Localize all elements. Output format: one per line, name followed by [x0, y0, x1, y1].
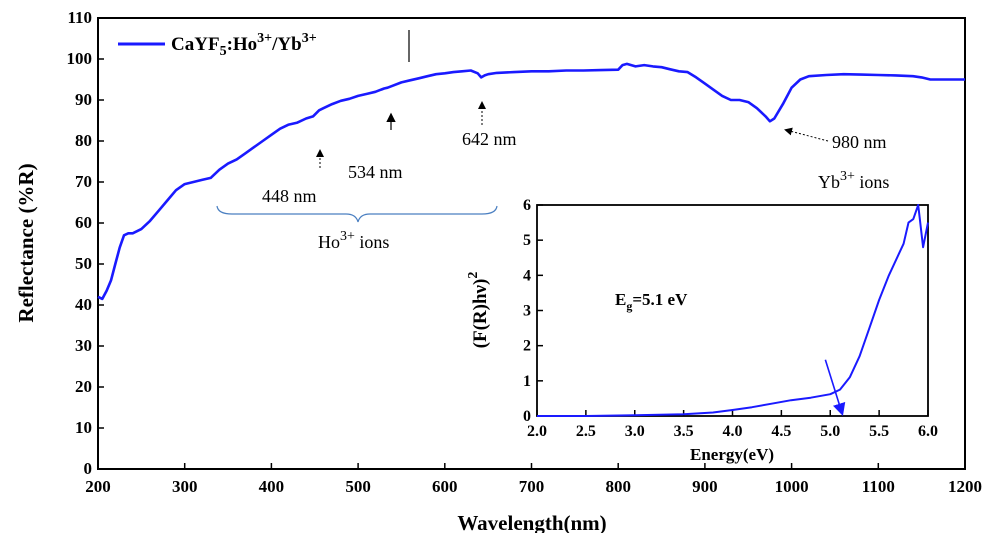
- inset-x-axis-label: Energy(eV): [690, 445, 774, 464]
- inset-xtick-label: 2.5: [576, 423, 596, 440]
- main-ytick-label: 0: [84, 459, 93, 478]
- main-xtick-label: 1200: [948, 477, 982, 496]
- main-series-line: [97, 62, 965, 301]
- main-xtick-label: 400: [259, 477, 285, 496]
- main-xtick-label: 1100: [862, 477, 895, 496]
- main-xtick-label: 200: [85, 477, 111, 496]
- label-642: 642 nm: [462, 129, 517, 149]
- inset-xtick-label: 5.0: [820, 423, 840, 440]
- main-xtick-label: 600: [432, 477, 458, 496]
- main-ytick-label: 70: [75, 172, 92, 191]
- main-ytick-label: 110: [67, 8, 92, 27]
- main-ytick-label: 20: [75, 377, 92, 396]
- inset-xtick-label: 4.5: [771, 423, 791, 440]
- label-534: 534 nm: [348, 162, 403, 182]
- arrow-980: [784, 127, 829, 142]
- main-ytick-label: 40: [75, 295, 92, 314]
- inset-x-axis: 2.0 2.5 3.0 3.5 4.0 4.5 5.0 5.5 6.0: [527, 410, 938, 440]
- label-ho-ions: Ho3+ ions: [318, 229, 389, 252]
- main-xtick-label: 900: [692, 477, 718, 496]
- inset-y-axis-label: (F(R)hν)2: [466, 272, 491, 349]
- label-448: 448 nm: [262, 186, 317, 206]
- inset-xtick-label: 3.5: [674, 423, 694, 440]
- band-gap-label: Eg=5.1 eV: [615, 290, 688, 313]
- inset-ytick-label: 3: [523, 303, 531, 320]
- band-gap-tangent-arrow: [824, 359, 846, 417]
- peak-annotations: 448 nm 534 nm 642 nm 980 nm Yb3+ ions Ho…: [216, 101, 889, 252]
- main-xtick-label: 500: [345, 477, 371, 496]
- main-xtick-label: 700: [519, 477, 545, 496]
- inset-ytick-label: 0: [523, 408, 531, 425]
- main-ytick-label: 30: [75, 336, 92, 355]
- main-ytick-label: 50: [75, 254, 92, 273]
- inset-xtick-label: 5.5: [869, 423, 889, 440]
- inset-series-line: [537, 204, 929, 417]
- label-yb-ions: Yb3+ ions: [818, 169, 889, 192]
- inset-ytick-label: 5: [523, 232, 531, 249]
- legend: CaYF5:Ho3+/Yb3+: [118, 30, 410, 62]
- inset-frame: [536, 204, 929, 417]
- main-ytick-label: 10: [75, 418, 92, 437]
- main-y-axis-label: Reflectance (%R): [14, 163, 38, 322]
- main-ytick-label: 90: [75, 90, 92, 109]
- main-ytick-label: 80: [75, 131, 92, 150]
- inset-ytick-label: 1: [523, 373, 531, 390]
- main-x-axis-label: Wavelength(nm): [457, 511, 606, 533]
- main-y-axis: 0 10 20 30 40 50 60 70 80 90 100 110: [67, 8, 104, 478]
- main-xtick-label: 800: [605, 477, 631, 496]
- inset-xtick-label: 4.0: [723, 423, 743, 440]
- ho-ions-brace: [216, 205, 498, 223]
- legend-label: CaYF5:Ho3+/Yb3+: [171, 31, 317, 59]
- main-x-axis: 200 300 400 500 600 700 800 900 1000 1100 1200: [85, 463, 982, 496]
- inset-ytick-label: 4: [523, 267, 531, 284]
- label-980: 980 nm: [832, 132, 887, 152]
- inset-xtick-label: 3.0: [625, 423, 645, 440]
- main-xtick-label: 1000: [775, 477, 809, 496]
- main-ytick-label: 100: [67, 49, 93, 68]
- inset-ytick-label: 6: [523, 197, 531, 214]
- inset-chart: 0 1 2 3 4 5 6 2.0 2.5 3.0 3.5 4.0 4.5 5.0 5.5 6.0 Eg=5…: [466, 197, 938, 464]
- main-xtick-label: 300: [172, 477, 198, 496]
- main-ytick-label: 60: [75, 213, 92, 232]
- inset-y-axis: 0 1 2 3 4 5 6: [523, 197, 543, 425]
- inset-ytick-label: 2: [523, 338, 531, 355]
- inset-xtick-label: 2.0: [527, 423, 547, 440]
- inset-xtick-label: 6.0: [918, 423, 938, 440]
